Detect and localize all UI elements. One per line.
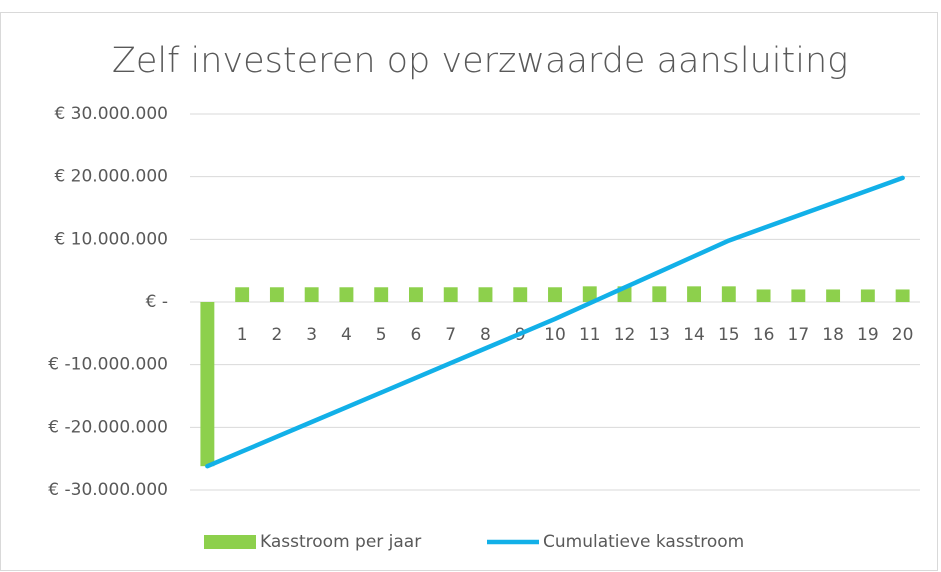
- bar: [409, 287, 423, 302]
- bar: [513, 287, 528, 302]
- bar: [860, 289, 875, 302]
- legend-label: Kasstroom per jaar: [260, 532, 421, 552]
- line: [205, 175, 905, 469]
- bar: [374, 287, 389, 302]
- x-tick-label: 20: [892, 325, 914, 345]
- y-tick-label: € 30.000.000: [54, 104, 168, 124]
- x-tick-label: 19: [857, 325, 879, 345]
- x-tick-label: 11: [579, 325, 601, 345]
- x-tick-label: 5: [376, 325, 387, 345]
- y-tick-label: € 20.000.000: [54, 167, 168, 187]
- chart-title: Zelf investeren op verzwaarde aansluitin…: [112, 41, 848, 81]
- bar: [791, 289, 806, 302]
- y-tick-label: € -30.000.000: [48, 480, 168, 500]
- bar: [443, 287, 458, 302]
- y-tick-label: € -: [146, 292, 168, 312]
- x-tick-label: 15: [718, 325, 740, 345]
- x-tick-label: 10: [544, 325, 566, 345]
- x-tick-label: 14: [683, 325, 705, 345]
- x-tick-label: 13: [648, 325, 670, 345]
- x-tick-label: 6: [411, 325, 422, 345]
- x-tick-label: 3: [306, 325, 317, 345]
- legend-label: Cumulatieve kasstroom: [543, 532, 744, 552]
- y-tick-label: € -20.000.000: [48, 417, 168, 437]
- x-tick-label: 12: [614, 325, 636, 345]
- y-tick-label: € 10.000.000: [54, 229, 168, 249]
- bar: [339, 287, 354, 302]
- legend-swatch: [204, 535, 256, 549]
- bar: [304, 287, 319, 302]
- bar: [826, 289, 841, 302]
- chart-border: [0, 12, 938, 571]
- x-tick-label: 18: [822, 325, 844, 345]
- bar: [548, 287, 562, 302]
- bar: [895, 289, 910, 302]
- x-tick-label: 16: [753, 325, 775, 345]
- bar: [756, 289, 771, 302]
- bar: [582, 286, 597, 302]
- y-tick-label: € -10.000.000: [48, 355, 168, 375]
- bar: [687, 286, 701, 302]
- bar: [269, 287, 284, 302]
- x-tick-label: 4: [341, 325, 352, 345]
- x-tick-label: 8: [480, 325, 491, 345]
- x-tick-label: 2: [271, 325, 282, 345]
- bar: [721, 286, 736, 302]
- bar: [478, 287, 493, 302]
- x-tick-label: 17: [788, 325, 810, 345]
- x-tick-label: 1: [237, 325, 248, 345]
- bar: [235, 287, 250, 302]
- bar: [652, 286, 667, 302]
- x-tick-label: 7: [445, 325, 456, 345]
- bar: [200, 302, 215, 467]
